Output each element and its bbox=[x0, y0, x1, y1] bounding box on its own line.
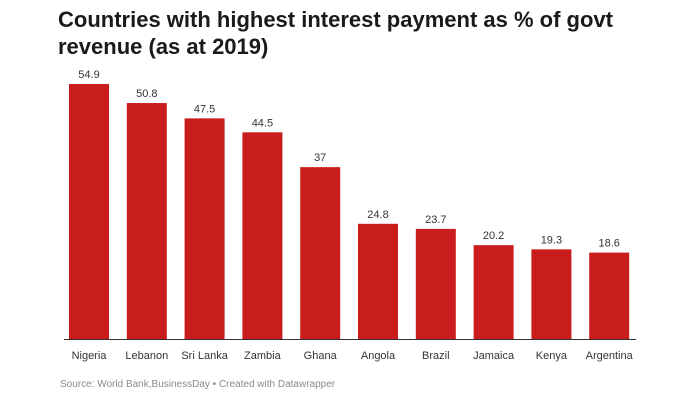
bar bbox=[300, 167, 341, 339]
bar bbox=[473, 245, 514, 339]
bar bbox=[126, 103, 167, 339]
x-tick-label: Kenya bbox=[536, 350, 568, 362]
data-label: 20.2 bbox=[483, 230, 504, 242]
x-tick-label: Angola bbox=[361, 350, 396, 362]
bar bbox=[242, 132, 283, 339]
bar bbox=[531, 249, 572, 339]
x-tick-label: Zambia bbox=[244, 350, 282, 362]
x-tick-label: Sri Lanka bbox=[181, 350, 228, 362]
bar bbox=[69, 84, 109, 339]
source-note: Source: World Bank,BusinessDay • Created… bbox=[60, 379, 336, 390]
data-label: 18.6 bbox=[598, 238, 619, 250]
data-label: 24.8 bbox=[367, 209, 388, 221]
x-tick-label: Lebanon bbox=[125, 350, 168, 362]
x-tick-label: Nigeria bbox=[72, 350, 108, 362]
x-tick-label: Jamaica bbox=[473, 350, 515, 362]
data-label: 44.5 bbox=[252, 117, 273, 129]
chart-title: Countries with highest interest payment … bbox=[58, 7, 613, 59]
data-label: 19.3 bbox=[541, 234, 562, 246]
data-label: 47.5 bbox=[194, 103, 215, 115]
x-tick-label: Argentina bbox=[586, 350, 634, 362]
data-label: 37 bbox=[314, 152, 326, 164]
data-label: 54.9 bbox=[78, 69, 99, 81]
data-label: 23.7 bbox=[425, 214, 446, 226]
x-tick-label: Ghana bbox=[304, 350, 338, 362]
data-label: 50.8 bbox=[136, 88, 157, 100]
bar bbox=[589, 252, 630, 339]
bar bbox=[358, 223, 398, 339]
x-tick-label: Brazil bbox=[422, 350, 450, 362]
bar bbox=[184, 118, 225, 339]
bar bbox=[415, 228, 456, 339]
